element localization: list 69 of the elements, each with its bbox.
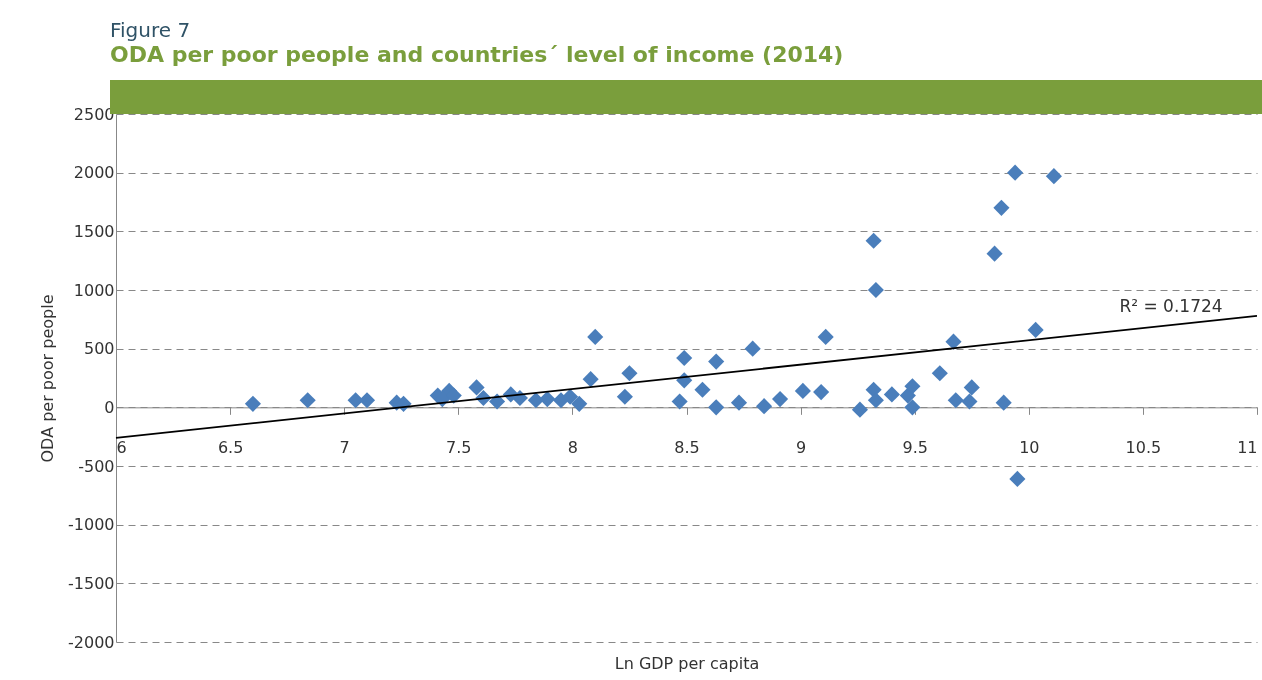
point <box>867 281 884 299</box>
y-tick-label: -2000 <box>68 632 115 652</box>
x-tick-label: 6.5 <box>217 437 244 457</box>
x-tick-label: 7.5 <box>446 437 472 457</box>
point <box>694 381 711 398</box>
y-tick-label: 1000 <box>73 280 115 300</box>
x-tick-label: 7 <box>339 437 350 457</box>
point <box>1009 470 1026 487</box>
point <box>616 388 633 405</box>
point <box>794 382 811 399</box>
point <box>931 365 948 382</box>
point <box>865 232 882 249</box>
point <box>730 394 748 411</box>
point <box>1027 321 1044 338</box>
x-tick-label: 10 <box>1019 437 1040 457</box>
x-tick-label: 9.5 <box>902 437 928 457</box>
x-tick-label: 8 <box>567 437 578 457</box>
chart-subtitle: ODA per poor people and countries´ level of income (2014) <box>110 42 844 67</box>
point <box>904 378 921 395</box>
x-tick-label: 6 <box>116 437 127 457</box>
x-tick-label: 9 <box>796 437 807 457</box>
point <box>945 333 962 350</box>
point <box>468 379 485 396</box>
point <box>676 349 693 367</box>
y-tick-label: -1500 <box>68 573 115 593</box>
point <box>1045 168 1062 185</box>
point <box>817 328 834 345</box>
point <box>883 386 900 403</box>
point <box>527 392 544 409</box>
point <box>986 245 1003 262</box>
point <box>587 328 604 345</box>
y-tick-label: 1500 <box>73 221 115 241</box>
point <box>562 388 579 405</box>
point <box>347 392 364 409</box>
point <box>708 399 725 416</box>
point <box>904 399 921 416</box>
point <box>571 395 588 412</box>
point <box>995 394 1012 411</box>
point <box>899 387 916 404</box>
point <box>244 395 261 412</box>
x-tick-label: 10.5 <box>1125 437 1162 457</box>
point <box>813 384 830 401</box>
point <box>947 392 964 409</box>
x-tick-label: 8.5 <box>674 437 700 457</box>
point <box>582 371 599 388</box>
y-tick-label: 2000 <box>73 163 115 183</box>
point <box>756 398 773 415</box>
point <box>671 393 688 410</box>
point <box>772 391 789 408</box>
x-axis-title: Ln GDP per capita <box>614 653 760 673</box>
point <box>851 401 868 418</box>
point <box>621 365 638 382</box>
y-tick-label: 500 <box>83 339 115 359</box>
y-tick-label: -500 <box>78 456 115 476</box>
point <box>1007 164 1024 181</box>
point <box>744 340 761 357</box>
point <box>299 392 316 409</box>
annotation: R² = 0.1724 <box>1119 296 1223 316</box>
y-tick-label: 0 <box>104 397 115 417</box>
y-axis-title: ODA per poor people <box>38 294 58 463</box>
point <box>708 353 725 370</box>
point <box>867 392 884 409</box>
point <box>993 199 1010 216</box>
chart-title: Figure 7 <box>110 18 191 42</box>
x-tick-label: 11 <box>1237 437 1258 457</box>
point <box>539 391 556 408</box>
point <box>963 379 980 396</box>
y-tick-label: -1000 <box>68 515 115 535</box>
point <box>961 393 978 410</box>
